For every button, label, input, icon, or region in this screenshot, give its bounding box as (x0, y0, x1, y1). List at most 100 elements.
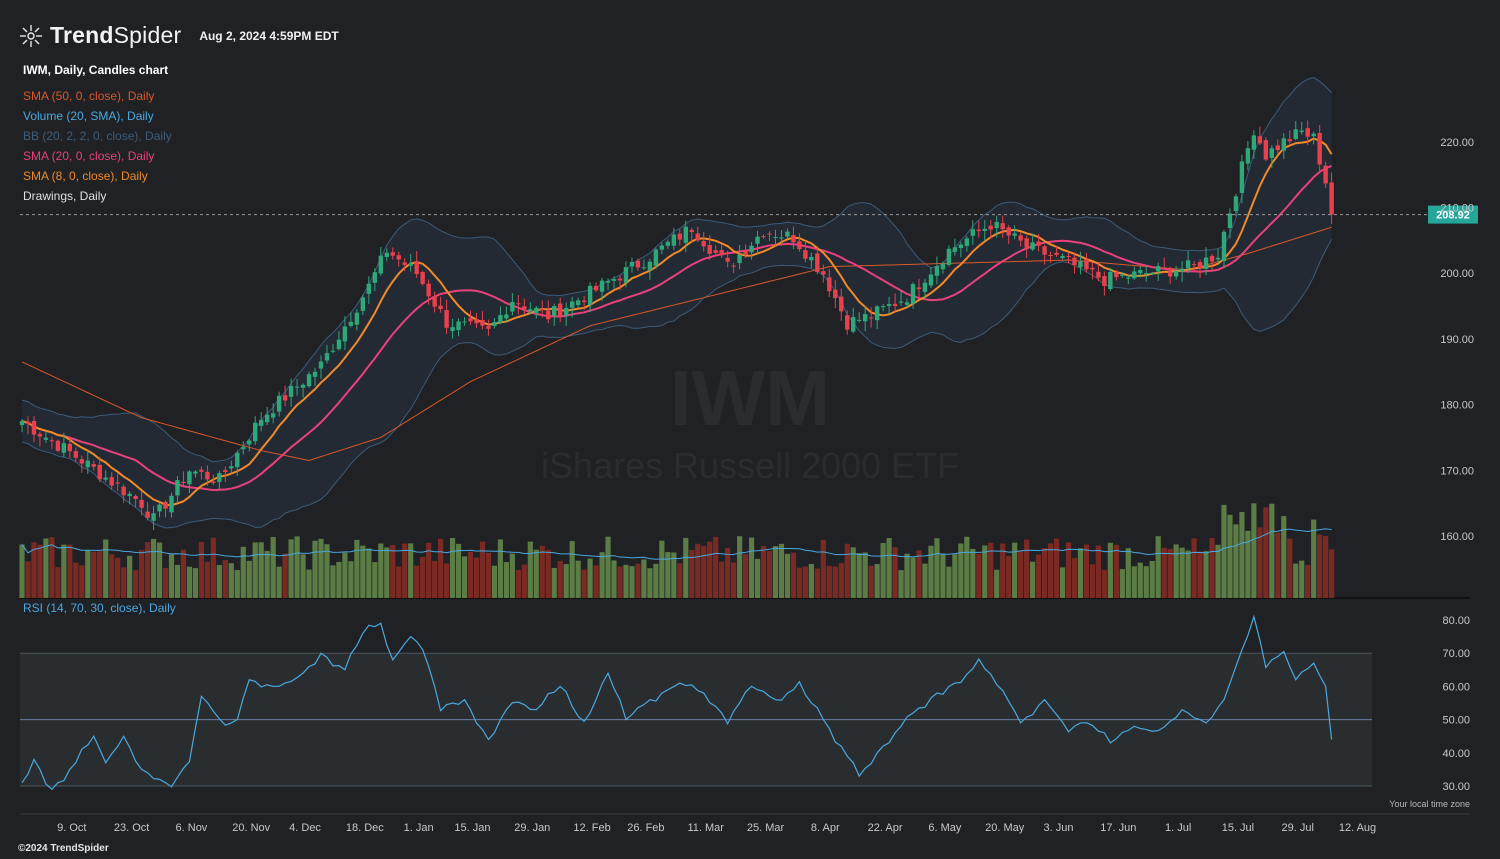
volume-bar (1287, 538, 1293, 598)
candle-body (396, 255, 401, 260)
candle (1239, 154, 1245, 204)
candle (1203, 247, 1209, 276)
volume-bar (121, 567, 127, 598)
candle (408, 253, 413, 272)
candle-body (892, 303, 898, 307)
rsi-label[interactable]: RSI (14, 70, 30, close), Daily (23, 601, 176, 615)
candle (695, 226, 700, 242)
candle (247, 438, 252, 452)
candle (1233, 193, 1239, 217)
legend-item-3[interactable]: BB (20, 2, 2, 0, close), Daily (23, 129, 172, 143)
volume-bar (719, 561, 725, 598)
candle (701, 231, 706, 252)
candle (1138, 266, 1143, 278)
candle (37, 431, 43, 447)
candle (862, 306, 868, 332)
legend-item-1[interactable]: SMA (50, 0, close), Daily (23, 89, 155, 103)
candle-body (330, 350, 336, 352)
candle-body (444, 310, 449, 328)
volume-bar (509, 553, 515, 598)
candle (486, 319, 491, 336)
candle (175, 476, 180, 502)
volume-bar (587, 558, 593, 598)
volume-bar (109, 554, 115, 598)
candle (1090, 261, 1095, 280)
candle-body (552, 306, 557, 316)
price-tick-label: 210.00 (1440, 203, 1474, 215)
candle (139, 491, 144, 516)
candle-body (1036, 241, 1041, 246)
candle (1299, 121, 1304, 135)
candle (1132, 266, 1137, 280)
candle (964, 235, 970, 252)
volume-bar (264, 550, 270, 598)
candle (1305, 120, 1310, 146)
volume-bar (1305, 565, 1311, 598)
candle (474, 312, 479, 329)
candle-body (605, 281, 611, 283)
candle (67, 436, 73, 458)
volume-bar (976, 553, 982, 598)
candle (1102, 271, 1107, 296)
candle (73, 447, 79, 463)
legend-item-5[interactable]: SMA (8, 0, close), Daily (23, 169, 148, 183)
candle (605, 278, 611, 291)
candle (264, 406, 270, 426)
candle (420, 270, 425, 286)
candle-body (438, 305, 443, 310)
candle (1191, 260, 1197, 273)
candle (1227, 208, 1233, 239)
rsi-tick-label: 30.00 (1442, 781, 1470, 793)
candle-body (55, 440, 61, 451)
legend-item-2[interactable]: Volume (20, SMA), Daily (23, 109, 154, 123)
volume-bar (557, 560, 563, 598)
volume-bar (1083, 544, 1090, 598)
candle-body (1215, 257, 1221, 260)
candle (366, 276, 372, 304)
volume-bar (234, 570, 240, 598)
volume-bar (198, 541, 204, 598)
candle (773, 229, 778, 247)
candle (767, 231, 772, 241)
volume-bar (378, 543, 384, 598)
volume-bar (49, 537, 55, 598)
candle (797, 233, 802, 252)
x-tick-label: 20. May (985, 822, 1025, 834)
candle-body (1054, 252, 1059, 255)
candle-body (19, 421, 25, 426)
candle (336, 331, 342, 351)
volume-bar (192, 568, 199, 598)
volume-bar (1317, 534, 1323, 598)
candle-body (653, 249, 659, 266)
candle (1215, 248, 1221, 264)
timezone-note[interactable]: Your local time zone (1389, 799, 1470, 809)
candle-body (845, 315, 850, 330)
last-price-badge (1428, 205, 1478, 224)
candle-body (187, 471, 192, 485)
candle-body (581, 300, 587, 303)
volume-bar (569, 541, 575, 598)
candle-body (904, 302, 910, 305)
candle-body (1239, 161, 1245, 193)
volume-bar (820, 539, 826, 598)
candle-body (49, 440, 55, 442)
legend-item-4[interactable]: SMA (20, 0, close), Daily (23, 149, 155, 163)
candle (187, 470, 192, 494)
legend-item-0[interactable]: IWM, Daily, Candles chart (23, 63, 169, 77)
volume-bar (611, 560, 617, 598)
volume-bar (623, 564, 629, 598)
candle-body (976, 229, 981, 232)
volume-bar (737, 536, 743, 598)
legend-item-6[interactable]: Drawings, Daily (23, 189, 107, 203)
volume-bar (1006, 556, 1012, 598)
candle-body (970, 229, 976, 236)
volume-bar (533, 549, 539, 598)
volume-bar (491, 565, 498, 598)
candle-body (1120, 274, 1125, 276)
volume-bar (384, 547, 390, 598)
volume-bar (91, 551, 97, 598)
candle (857, 311, 862, 323)
volume-bar (336, 561, 342, 598)
candle (1084, 252, 1089, 273)
